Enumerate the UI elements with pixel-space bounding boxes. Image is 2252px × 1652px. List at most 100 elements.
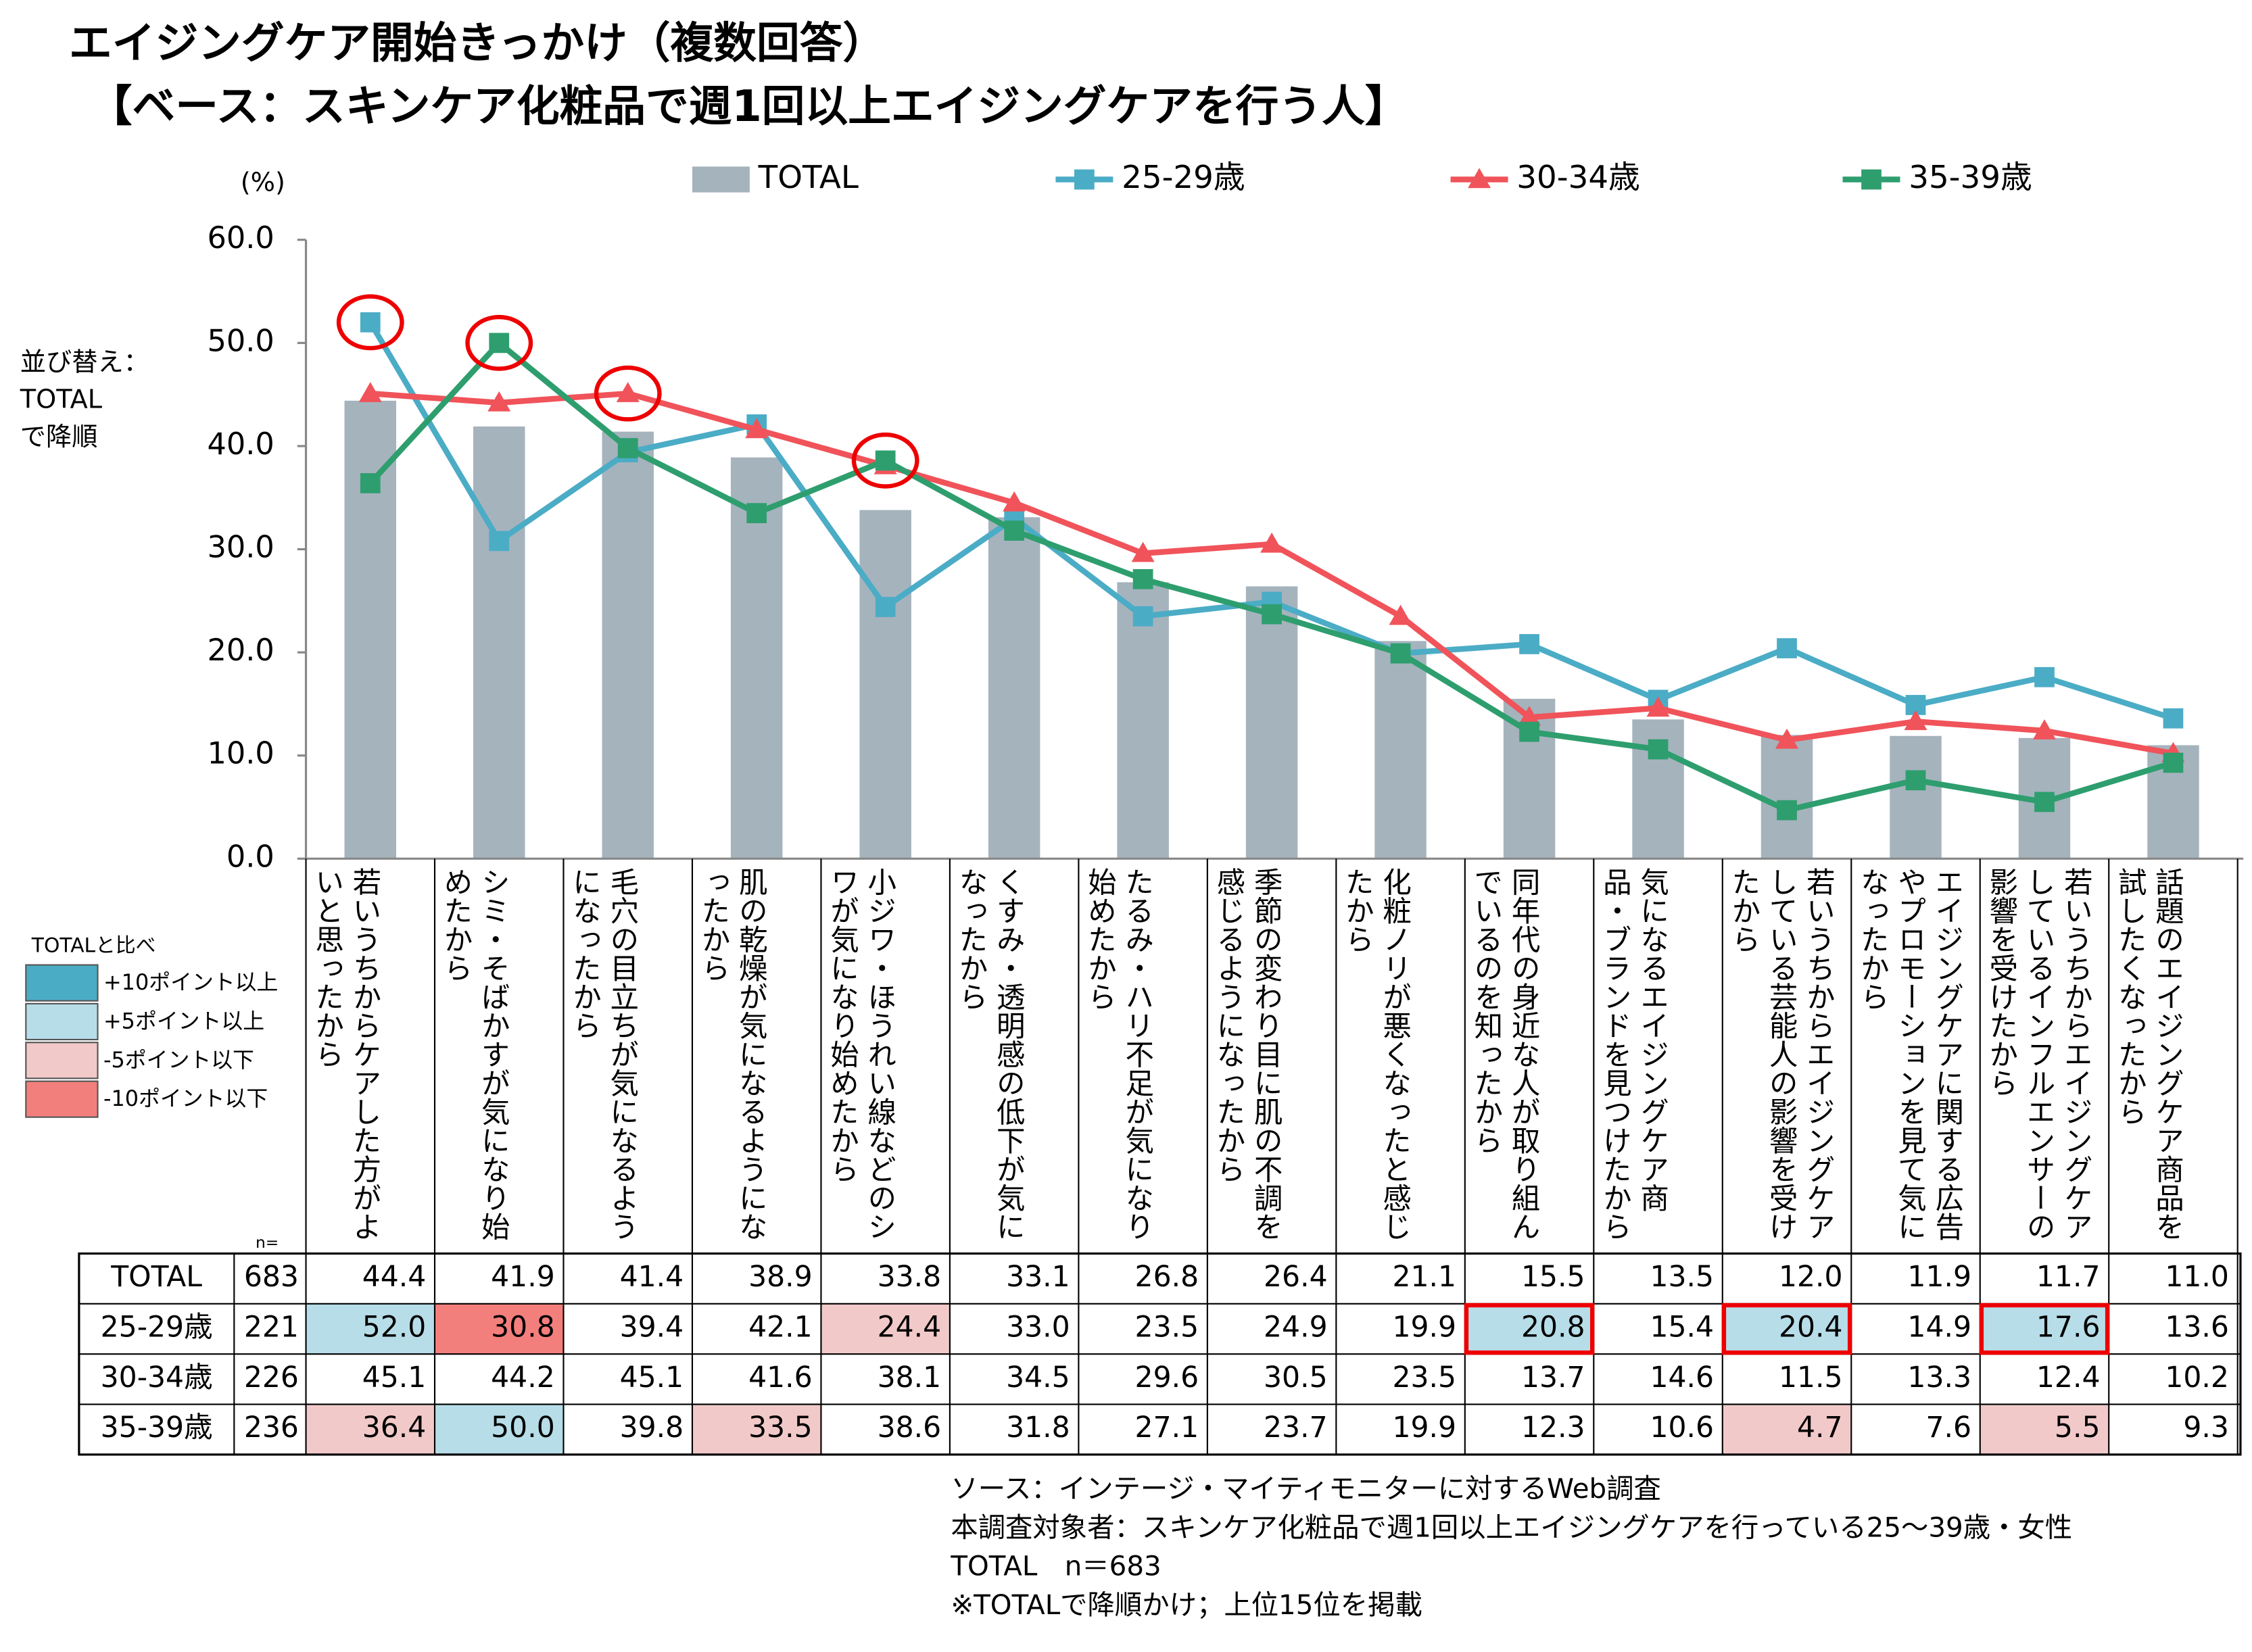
marker [360, 473, 381, 493]
marker [360, 312, 381, 333]
cell-fill [306, 1303, 435, 1355]
legend-label: TOTAL [758, 160, 859, 196]
cell-fill [435, 1303, 564, 1355]
highlight-label: -5ポイント以下 [103, 1047, 254, 1073]
bar [1117, 582, 1169, 859]
table-value: 14.9 [1907, 1311, 1971, 1344]
table-value: 5.5 [2055, 1411, 2101, 1444]
bar [602, 431, 654, 859]
marker [1074, 169, 1095, 190]
cell-fill [435, 1404, 564, 1455]
marker [2032, 719, 2056, 739]
marker [2163, 708, 2184, 729]
table-value: 33.0 [1006, 1311, 1070, 1344]
marker [1775, 728, 1799, 749]
table-value: 17.6 [2036, 1311, 2101, 1344]
x-tick-label: シミ・そばかすが気になり始めたから [439, 867, 511, 1241]
table-value: 41.9 [491, 1261, 555, 1294]
table-value: 23.5 [1135, 1311, 1199, 1344]
table-value: 11.5 [1779, 1361, 1843, 1394]
y-tick-label: 0.0 [226, 839, 274, 874]
marker [746, 503, 767, 524]
table-value: 39.4 [620, 1311, 684, 1344]
table-value: 23.7 [1264, 1411, 1328, 1444]
bar [1245, 586, 1298, 859]
cell-fill [306, 1404, 435, 1455]
table-value: 33.8 [878, 1261, 942, 1294]
bar [1760, 735, 1813, 859]
category-cell: 若いうちからケアした方がよいと思ったから [310, 867, 383, 1241]
table-value: 27.1 [1135, 1411, 1199, 1444]
marker [1003, 491, 1026, 512]
highlight-label: +10ポイント以上 [103, 969, 278, 995]
table-value: 31.8 [1006, 1411, 1070, 1444]
category-cell: たるみ・ハリ不足が気になり始めたから [1083, 867, 1155, 1240]
table-value: 12.4 [2036, 1361, 2101, 1394]
marker [1260, 532, 1284, 553]
table-value: 45.1 [362, 1361, 427, 1394]
marker [1904, 710, 1927, 731]
table-value: 33.5 [748, 1411, 813, 1444]
table-value: 19.9 [1393, 1311, 1457, 1344]
table-value: 44.2 [491, 1361, 555, 1394]
marker [1777, 638, 1797, 658]
row-label: 35-39歳 [101, 1411, 213, 1444]
cell-fill [1980, 1404, 2109, 1455]
highlight-label: -10ポイント以下 [103, 1086, 268, 1111]
marker [1861, 169, 1882, 190]
legend-label: 25-29歳 [1122, 160, 1245, 196]
category-cell: くすみ・透明感の低下が気になったから [954, 867, 1026, 1240]
table-value: 26.4 [1264, 1261, 1328, 1294]
highlight-circle [851, 432, 919, 489]
note: 本調査対象者：スキンケア化粧品で週1回以上エイジングケアを行っている25～39歳… [951, 1511, 2072, 1543]
marker [1519, 634, 1539, 654]
table-value: 36.4 [362, 1411, 427, 1444]
table-value: 12.0 [1779, 1261, 1843, 1294]
x-tick-label: 同年代の身近な人が取り組んでいるのを知ったから [1469, 867, 1541, 1241]
table-value: 52.0 [362, 1311, 427, 1344]
legend-label: 30-34歳 [1516, 160, 1639, 196]
marker [489, 531, 510, 552]
marker [1132, 606, 1153, 627]
table-value: 50.0 [491, 1411, 555, 1444]
note: ※TOTALで降順かけ；上位15位を掲載 [951, 1589, 1422, 1621]
highlight-legend-title: TOTALと比べ [31, 933, 156, 957]
category-cell: シミ・そばかすが気になり始めたから [439, 867, 511, 1241]
y-tick-label: 20.0 [207, 633, 274, 668]
table-value: 15.4 [1650, 1311, 1714, 1344]
category-cell: 気になるエイジングケア商品・ブランドを見つけたから [1598, 867, 1670, 1240]
cell-fill [1722, 1404, 1852, 1455]
marker [1132, 568, 1153, 589]
marker [1646, 696, 1670, 717]
x-tick-label: 若いうちからエイジングケアしているインフルエンサーの影響を受けたから [1984, 867, 2094, 1241]
table-value: 42.1 [748, 1311, 813, 1344]
category-cell: エイジングケアに関する広告やプロモーションを見て気になったから [1856, 867, 1965, 1240]
highlight-swatch [25, 1080, 99, 1118]
marker [1519, 721, 1539, 742]
x-tick-label: 若いうちからケアした方がよいと思ったから [310, 867, 383, 1241]
category-cell: 小ジワ・ほうれい線などのシワが気になり始めたから [825, 867, 897, 1240]
x-tick-label: 肌の乾燥が気になるようになったから [696, 867, 769, 1241]
table-value: 15.5 [1521, 1261, 1585, 1294]
table-value: 38.9 [748, 1261, 813, 1294]
table-value: 41.4 [620, 1261, 684, 1294]
highlight-label: +5ポイント以上 [103, 1008, 264, 1034]
cell-fill [1464, 1303, 1594, 1355]
table-value: 39.8 [620, 1411, 684, 1444]
category-cell: 同年代の身近な人が取り組んでいるのを知ったから [1469, 867, 1541, 1241]
y-tick-label: 30.0 [207, 530, 274, 565]
marker [1131, 541, 1155, 562]
y-tick-label: 50.0 [207, 323, 274, 358]
category-cell: 話題のエイジングケア商品を試したくなったから [2113, 867, 2185, 1240]
row-n: 236 [244, 1411, 299, 1444]
category-cell: 毛穴の目立ちが気になるようになったから [568, 867, 640, 1240]
bar [1374, 641, 1427, 859]
category-cell: 若いうちからエイジングケアしているインフルエンサーの影響を受けたから [1984, 867, 2094, 1241]
table-value: 12.3 [1521, 1411, 1585, 1444]
table-value: 19.9 [1393, 1411, 1457, 1444]
marker [487, 391, 511, 412]
cell-fill [1980, 1303, 2109, 1355]
cell-fill [821, 1303, 950, 1355]
category-cell: 化粧ノリが悪くなったと感じたから [1341, 867, 1412, 1240]
table-value: 38.6 [878, 1411, 942, 1444]
